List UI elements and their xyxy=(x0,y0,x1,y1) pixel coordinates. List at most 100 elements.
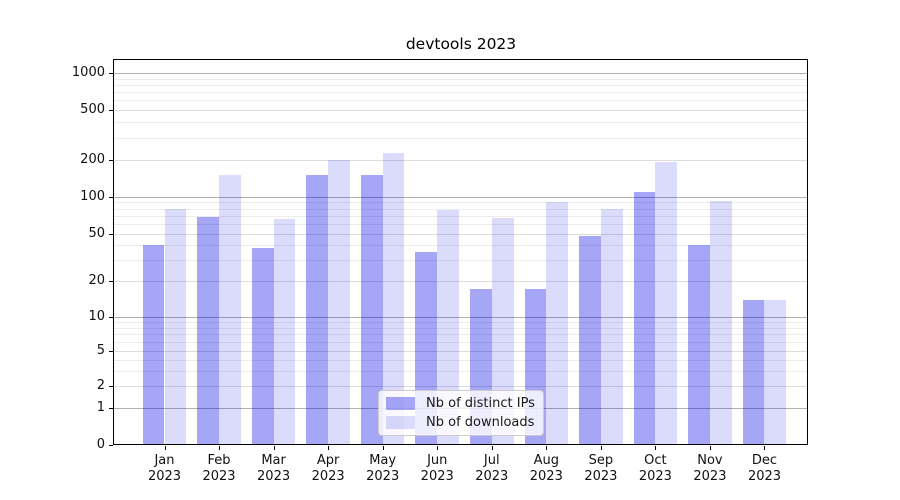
bar-distinct-ips xyxy=(360,174,383,445)
major-gridline xyxy=(114,317,807,318)
gridline xyxy=(114,233,807,235)
y-tick-mark xyxy=(109,160,113,162)
minor-gridline xyxy=(114,322,807,324)
y-tick-label: 10 xyxy=(88,309,105,324)
x-tick-label: Oct 2023 xyxy=(638,453,672,484)
x-tick-mark xyxy=(273,445,275,450)
x-tick-mark xyxy=(655,445,657,450)
y-tick-mark xyxy=(109,444,113,446)
x-tick-mark xyxy=(437,445,439,450)
y-tick-label: 0 xyxy=(96,436,105,452)
y-tick-label: 200 xyxy=(80,152,105,168)
x-tick-mark xyxy=(164,445,166,450)
y-tick-label: 20 xyxy=(88,273,105,288)
y-tick-label: 2 xyxy=(96,378,105,393)
minor-gridline xyxy=(114,334,807,336)
legend-item-downloads: Nb of downloads xyxy=(386,415,543,430)
x-tick-label: Nov 2023 xyxy=(693,453,727,484)
y-tick-label: 1000 xyxy=(71,65,105,81)
y-tick-label: 1 xyxy=(96,399,105,415)
x-tick-mark xyxy=(764,445,766,450)
bar-downloads xyxy=(219,175,241,445)
y-tick-mark xyxy=(109,73,113,75)
bar-downloads xyxy=(382,152,405,445)
y-tick-mark xyxy=(109,196,113,198)
bar-downloads xyxy=(546,201,569,445)
bar-distinct-ips xyxy=(633,191,656,445)
x-tick-label: Jun 2023 xyxy=(420,453,454,484)
minor-gridline xyxy=(114,245,807,247)
y-tick-label: 500 xyxy=(80,102,105,117)
bar-downloads xyxy=(491,218,514,445)
minor-gridline xyxy=(114,327,807,329)
y-tick-mark xyxy=(109,386,113,387)
legend-swatch-distinct-ips xyxy=(386,397,415,410)
major-gridline xyxy=(114,196,807,198)
bar-distinct-ips xyxy=(688,245,710,445)
y-tick-mark xyxy=(109,317,113,318)
minor-gridline xyxy=(114,370,807,372)
bar-distinct-ips xyxy=(742,299,765,445)
minor-gridline xyxy=(114,260,807,262)
plot-area xyxy=(113,59,808,445)
minor-gridline xyxy=(114,359,807,361)
gridline xyxy=(114,160,807,162)
x-tick-mark xyxy=(328,445,330,450)
x-tick-label: Dec 2023 xyxy=(747,453,782,484)
y-tick-label: 5 xyxy=(96,343,105,358)
bar-distinct-ips xyxy=(142,245,165,445)
bar-downloads xyxy=(600,209,623,445)
x-tick-mark xyxy=(709,445,711,450)
x-tick-label: Feb 2023 xyxy=(202,453,236,484)
x-tick-mark xyxy=(546,445,548,450)
y-tick-label: 50 xyxy=(88,225,105,241)
x-tick-mark xyxy=(219,445,221,450)
bar-downloads xyxy=(764,299,787,445)
bar-downloads xyxy=(273,218,296,445)
x-tick-mark xyxy=(382,445,384,450)
x-tick-label: Apr 2023 xyxy=(311,453,345,484)
legend-item-distinct-ips: Nb of distinct IPs xyxy=(386,396,543,411)
y-tick-mark xyxy=(109,351,113,352)
chart-title: devtools 2023 xyxy=(405,35,517,53)
x-tick-label: May 2023 xyxy=(366,453,400,484)
minor-gridline xyxy=(114,208,807,210)
bar-distinct-ips xyxy=(306,175,329,445)
x-tick-label: Jul 2023 xyxy=(475,453,509,484)
gridline xyxy=(114,110,807,111)
minor-gridline xyxy=(114,215,807,217)
bar-distinct-ips xyxy=(579,235,601,445)
minor-gridline xyxy=(114,78,807,80)
bar-downloads xyxy=(655,161,678,445)
x-tick-label: Sep 2023 xyxy=(584,453,618,484)
y-tick-mark xyxy=(109,281,113,282)
gridline xyxy=(114,281,807,282)
x-tick-label: Mar 2023 xyxy=(257,453,291,484)
legend-label-distinct-ips: Nb of distinct IPs xyxy=(426,396,535,411)
x-tick-mark xyxy=(600,445,602,450)
bar-downloads xyxy=(164,208,187,445)
x-tick-label: Jan 2023 xyxy=(147,453,182,484)
minor-gridline xyxy=(114,342,807,344)
y-tick-mark xyxy=(109,233,113,235)
bar-distinct-ips xyxy=(251,247,274,445)
minor-gridline xyxy=(114,202,807,204)
x-tick-label: Aug 2023 xyxy=(529,453,563,484)
bar-downloads xyxy=(437,209,460,445)
gridline xyxy=(114,351,807,352)
minor-gridline xyxy=(114,122,807,124)
y-tick-mark xyxy=(109,407,113,409)
legend: Nb of distinct IPs Nb of downloads xyxy=(378,390,544,436)
gridline xyxy=(114,386,807,387)
minor-gridline xyxy=(114,85,807,87)
legend-label-downloads: Nb of downloads xyxy=(426,415,535,430)
minor-gridline xyxy=(114,100,807,102)
legend-swatch-downloads xyxy=(386,416,415,429)
minor-gridline xyxy=(114,137,807,139)
bar-downloads xyxy=(328,160,350,445)
bar-downloads xyxy=(709,200,732,445)
y-tick-mark xyxy=(109,110,113,111)
y-tick-label: 100 xyxy=(80,188,105,204)
minor-gridline xyxy=(114,223,807,225)
